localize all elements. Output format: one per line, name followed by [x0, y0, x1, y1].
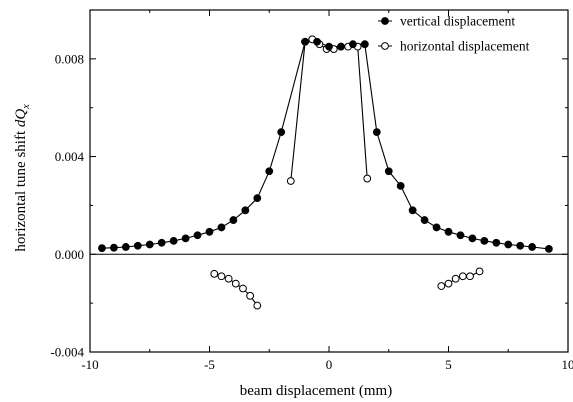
vertical-displacement-point	[372, 128, 381, 137]
x-tick-label: 5	[445, 357, 452, 372]
horizontal-displacement-point	[231, 279, 240, 288]
vertical-displacement-point	[241, 206, 250, 215]
y-tick-label: -0.004	[50, 345, 84, 360]
horizontal-displacement-point	[286, 177, 295, 185]
vertical-displacement-point	[229, 216, 238, 224]
vertical-displacement-point	[420, 216, 429, 224]
horizontal-displacement-point	[363, 174, 372, 183]
legend-marker-vertical	[381, 17, 389, 25]
horizontal-displacement-point	[475, 267, 484, 276]
vertical-displacement-point	[193, 231, 202, 240]
legend-label-vertical: vertical displacement	[400, 14, 515, 29]
legend-label-horizontal: horizontal displacement	[400, 39, 530, 54]
vertical-displacement-point	[133, 241, 142, 250]
horizontal-displacement-point	[246, 291, 255, 300]
legend-marker-horizontal	[381, 42, 389, 50]
x-tick-label: 10	[562, 357, 573, 372]
vertical-displacement-point	[384, 167, 393, 176]
vertical-displacement-point	[98, 244, 106, 253]
horizontal-displacement-point	[210, 269, 219, 278]
series-lines	[101, 38, 549, 306]
horizontal-displacement-line	[290, 38, 368, 182]
vertical-displacement-point	[217, 223, 226, 232]
legend: vertical displacement horizontal displac…	[378, 14, 530, 54]
x-tick-label: -10	[81, 357, 98, 372]
x-tick-label: 0	[326, 357, 333, 372]
horizontal-displacement-point	[451, 274, 460, 283]
vertical-displacement-point	[157, 238, 166, 247]
vertical-displacement-point	[169, 236, 178, 245]
vertical-displacement-point	[253, 194, 262, 203]
horizontal-displacement-point	[217, 272, 226, 281]
vertical-displacement-point	[444, 227, 453, 236]
horizontal-displacement-point	[444, 279, 453, 288]
axis-ticks: -10 -5 0 5 10 -0.004 0.000 0.004 0.008	[50, 10, 573, 372]
vertical-displacement-line	[101, 41, 549, 250]
horizontal-displacement-point	[437, 282, 446, 290]
vertical-displacement-point	[301, 37, 310, 46]
y-tick-label: 0.000	[55, 247, 84, 262]
plot-frame	[89, 9, 569, 353]
vertical-displacement-point	[432, 223, 441, 232]
vertical-displacement-point	[313, 37, 321, 46]
y-axis-label: horizontal tune shift dQx	[13, 104, 32, 252]
y-axis-label-symbol: dQ	[13, 109, 29, 128]
x-axis-label: beam displacement (mm)	[240, 383, 392, 399]
vertical-displacement-point	[480, 236, 489, 245]
horizontal-displacement-point	[253, 301, 262, 310]
vertical-displacement-point	[516, 241, 525, 250]
vertical-displacement-point	[544, 245, 553, 253]
vertical-displacement-point	[181, 234, 190, 243]
vertical-displacement-point	[277, 128, 286, 137]
horizontal-displacement-point	[458, 272, 467, 281]
y-axis-label-subscript: x	[21, 104, 32, 110]
horizontal-displacement-point	[239, 284, 247, 293]
vertical-displacement-point	[205, 227, 214, 236]
series-points	[98, 35, 553, 310]
vertical-displacement-point	[408, 206, 417, 215]
vertical-displacement-point	[528, 243, 537, 251]
vertical-displacement-point	[145, 240, 154, 249]
y-tick-label: 0.008	[55, 51, 84, 66]
vertical-displacement-point	[492, 238, 501, 247]
vertical-displacement-point	[456, 231, 465, 240]
vertical-displacement-point	[337, 42, 345, 51]
vertical-displacement-point	[349, 40, 357, 49]
y-tick-label: 0.004	[55, 149, 85, 164]
vertical-displacement-point	[325, 42, 333, 51]
y-axis-label-main: horizontal tune shift	[13, 127, 29, 252]
plot-border	[89, 9, 569, 353]
vertical-displacement-point	[360, 40, 369, 49]
vertical-displacement-point	[396, 181, 405, 190]
vertical-displacement-point	[265, 167, 274, 176]
vertical-displacement-point	[121, 243, 130, 251]
x-tick-label: -5	[204, 357, 215, 372]
horizontal-displacement-point	[466, 272, 474, 281]
horizontal-displacement-point	[224, 274, 233, 283]
vertical-displacement-point	[504, 240, 513, 249]
vertical-displacement-point	[110, 243, 118, 252]
vertical-displacement-point	[468, 234, 477, 243]
